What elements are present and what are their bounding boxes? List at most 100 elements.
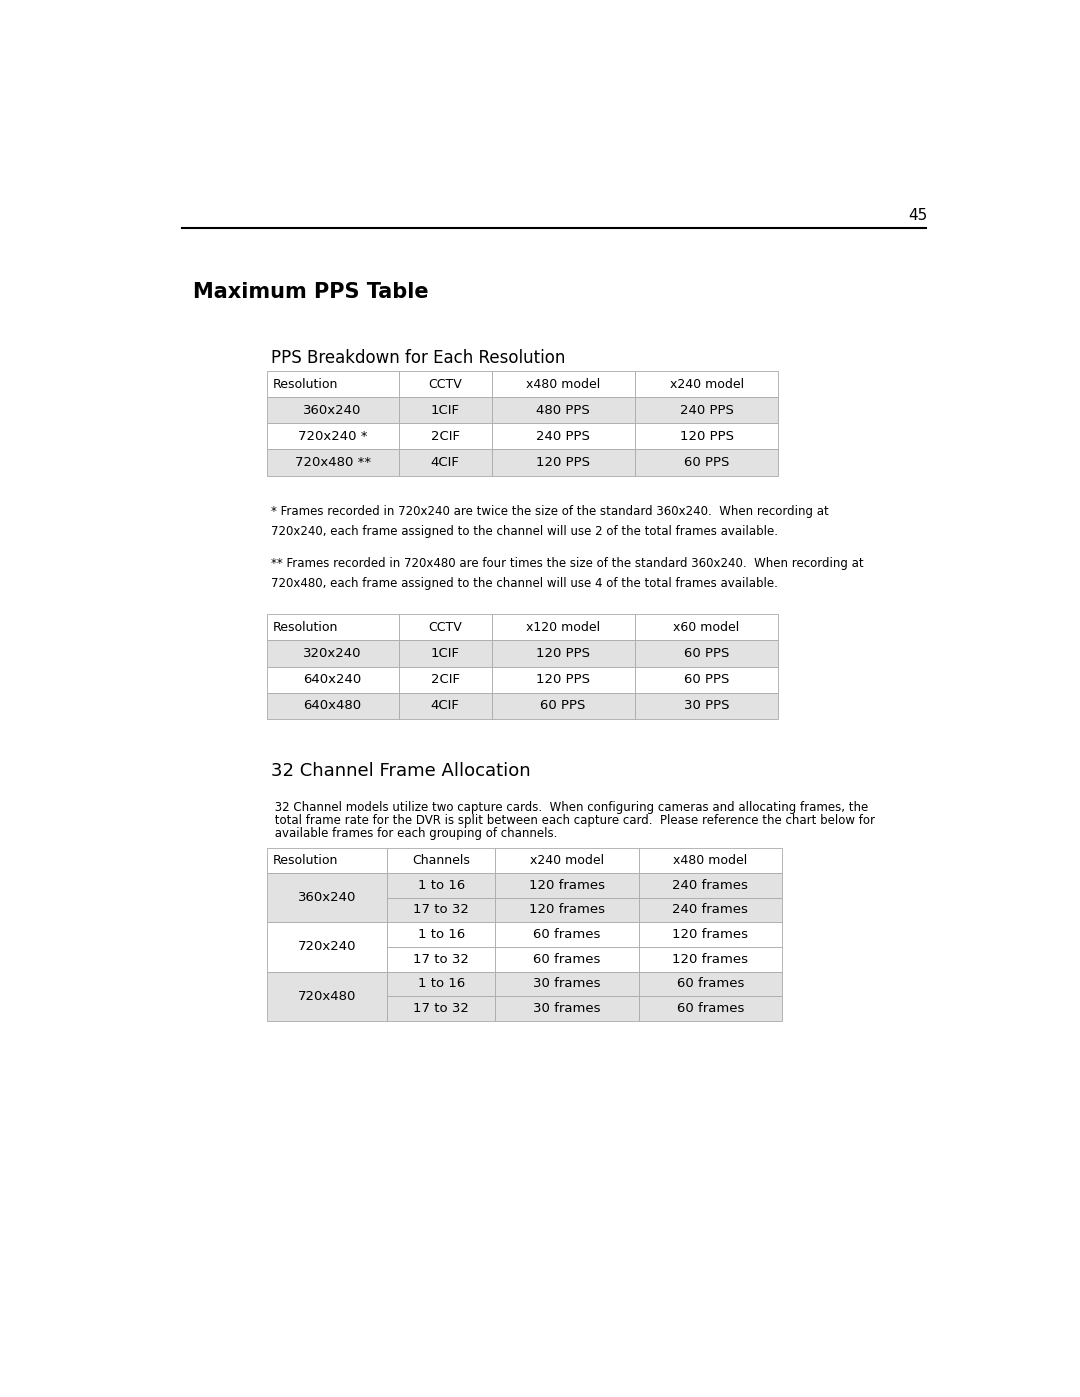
Bar xyxy=(399,693,491,719)
Text: 60 PPS: 60 PPS xyxy=(540,700,585,712)
Bar xyxy=(638,898,782,922)
Bar xyxy=(399,615,491,640)
Text: 30 PPS: 30 PPS xyxy=(684,700,729,712)
Text: 120 PPS: 120 PPS xyxy=(536,647,590,659)
Text: 30 frames: 30 frames xyxy=(534,1002,600,1016)
Text: CCTV: CCTV xyxy=(428,620,462,634)
Text: x480 model: x480 model xyxy=(526,377,600,391)
Text: x240 model: x240 model xyxy=(670,377,744,391)
Bar xyxy=(387,898,496,922)
Text: 360x240: 360x240 xyxy=(298,891,356,904)
Text: 2CIF: 2CIF xyxy=(431,673,459,686)
Bar xyxy=(267,873,387,922)
Text: x120 model: x120 model xyxy=(526,620,600,634)
Bar xyxy=(491,693,635,719)
Bar xyxy=(399,423,491,450)
Bar xyxy=(491,397,635,423)
Bar xyxy=(399,666,491,693)
Bar xyxy=(638,922,782,947)
Text: 1CIF: 1CIF xyxy=(431,404,459,416)
Text: 240 PPS: 240 PPS xyxy=(679,404,733,416)
Bar xyxy=(635,450,779,475)
Bar xyxy=(496,898,638,922)
Text: 1 to 16: 1 to 16 xyxy=(418,879,464,891)
Bar xyxy=(399,372,491,397)
Text: 17 to 32: 17 to 32 xyxy=(414,1002,469,1016)
Bar xyxy=(267,922,387,971)
Bar xyxy=(491,450,635,475)
Bar xyxy=(496,996,638,1021)
Bar xyxy=(635,615,779,640)
Bar xyxy=(267,693,399,719)
Text: 120 frames: 120 frames xyxy=(673,928,748,942)
Text: 120 frames: 120 frames xyxy=(529,904,605,916)
Text: 720x240 *: 720x240 * xyxy=(298,430,367,443)
Text: 60 PPS: 60 PPS xyxy=(684,673,729,686)
Bar xyxy=(399,640,491,666)
Text: ** Frames recorded in 720x480 are four times the size of the standard 360x240.  : ** Frames recorded in 720x480 are four t… xyxy=(271,557,863,591)
Bar xyxy=(267,615,399,640)
Bar xyxy=(496,873,638,898)
Bar xyxy=(491,666,635,693)
Text: 60 frames: 60 frames xyxy=(677,978,744,990)
Bar xyxy=(635,693,779,719)
Text: x480 model: x480 model xyxy=(673,854,747,868)
Bar xyxy=(496,848,638,873)
Bar xyxy=(267,971,387,1021)
Bar xyxy=(267,423,399,450)
Text: x240 model: x240 model xyxy=(530,854,604,868)
Text: 60 frames: 60 frames xyxy=(677,1002,744,1016)
Bar xyxy=(638,873,782,898)
Text: Resolution: Resolution xyxy=(273,620,338,634)
Text: 720x480: 720x480 xyxy=(298,989,356,1003)
Text: total frame rate for the DVR is split between each capture card.  Please referen: total frame rate for the DVR is split be… xyxy=(271,813,875,827)
Bar xyxy=(635,666,779,693)
Bar xyxy=(267,848,387,873)
Text: 120 PPS: 120 PPS xyxy=(536,455,590,469)
Bar xyxy=(638,947,782,971)
Text: 240 frames: 240 frames xyxy=(673,879,748,891)
Text: 120 frames: 120 frames xyxy=(529,879,605,891)
Text: 60 frames: 60 frames xyxy=(534,953,600,965)
Text: 30 frames: 30 frames xyxy=(534,978,600,990)
Text: 320x240: 320x240 xyxy=(303,647,362,659)
Bar xyxy=(491,423,635,450)
Bar xyxy=(635,372,779,397)
Text: 32 Channel Frame Allocation: 32 Channel Frame Allocation xyxy=(271,763,530,781)
Text: 4CIF: 4CIF xyxy=(431,455,459,469)
Text: 720x480 **: 720x480 ** xyxy=(295,455,370,469)
Bar xyxy=(387,873,496,898)
Text: 120 PPS: 120 PPS xyxy=(679,430,733,443)
Bar xyxy=(635,397,779,423)
Bar xyxy=(387,947,496,971)
Text: Resolution: Resolution xyxy=(273,377,338,391)
Bar xyxy=(638,996,782,1021)
Text: 720x240: 720x240 xyxy=(298,940,356,953)
Text: 240 PPS: 240 PPS xyxy=(537,430,590,443)
Text: 60 PPS: 60 PPS xyxy=(684,455,729,469)
Bar xyxy=(267,450,399,475)
Text: 60 PPS: 60 PPS xyxy=(684,647,729,659)
Bar xyxy=(638,848,782,873)
Text: 480 PPS: 480 PPS xyxy=(537,404,590,416)
Text: 120 PPS: 120 PPS xyxy=(536,673,590,686)
Text: 640x480: 640x480 xyxy=(303,700,362,712)
Bar xyxy=(267,640,399,666)
Text: 45: 45 xyxy=(908,208,928,224)
Bar xyxy=(399,450,491,475)
Text: PPS Breakdown for Each Resolution: PPS Breakdown for Each Resolution xyxy=(271,349,565,367)
Text: CCTV: CCTV xyxy=(428,377,462,391)
Text: available frames for each grouping of channels.: available frames for each grouping of ch… xyxy=(271,827,557,840)
Text: 640x240: 640x240 xyxy=(303,673,362,686)
Text: 17 to 32: 17 to 32 xyxy=(414,953,469,965)
Bar xyxy=(399,397,491,423)
Bar xyxy=(267,372,399,397)
Text: 120 frames: 120 frames xyxy=(673,953,748,965)
Bar xyxy=(496,947,638,971)
Text: Maximum PPS Table: Maximum PPS Table xyxy=(193,282,429,302)
Text: Channels: Channels xyxy=(413,854,470,868)
Bar xyxy=(491,372,635,397)
Bar xyxy=(387,971,496,996)
Text: * Frames recorded in 720x240 are twice the size of the standard 360x240.  When r: * Frames recorded in 720x240 are twice t… xyxy=(271,504,828,538)
Bar xyxy=(387,922,496,947)
